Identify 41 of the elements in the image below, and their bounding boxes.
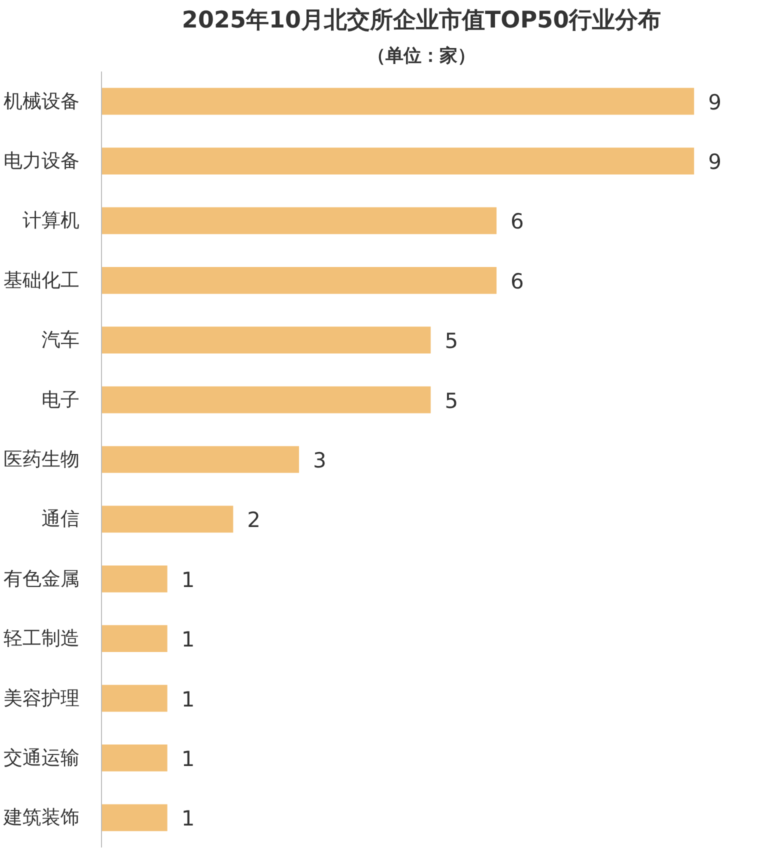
y-tick-label: 机械设备 [4,90,80,112]
y-tick-label: 汽车 [42,329,80,352]
bar [102,684,168,712]
data-label: 6 [510,269,524,294]
data-label: 1 [181,628,195,652]
y-tick-label: 电力设备 [4,150,80,172]
y-tick-label: 建筑装饰 [2,806,80,829]
chart-subtitle: （单位：家） [368,46,476,66]
data-label: 1 [181,687,195,712]
y-tick-label: 通信 [42,508,80,530]
bar [102,326,431,354]
bar [102,446,300,473]
chart-title: 2025年10月北交所企业市值TOP50行业分布 [182,6,662,34]
bar [102,625,168,652]
data-label: 5 [444,329,458,354]
data-label: 9 [708,90,722,114]
data-label: 5 [444,388,458,413]
y-tick-label: 计算机 [22,210,80,232]
data-label: 2 [247,508,261,532]
data-label: 3 [313,448,326,472]
bar [102,565,168,592]
y-tick-label: 基础化工 [4,269,80,292]
bar [102,266,497,294]
data-label: 9 [708,150,722,174]
data-label: 1 [181,806,195,831]
y-tick-label: 有色金属 [4,568,80,590]
data-label: 1 [181,568,195,592]
bar [102,88,694,115]
bar [102,744,168,772]
y-tick-label: 电子 [42,388,80,411]
bar [102,148,694,174]
data-label: 6 [510,210,524,234]
bar [102,804,168,832]
data-label: 1 [181,746,195,771]
bar [102,506,234,533]
y-tick-label: 交通运输 [4,746,80,769]
bar [102,386,431,414]
y-tick-label: 美容护理 [4,687,80,710]
y-tick-label: 轻工制造 [4,628,80,650]
bar [102,207,497,234]
y-tick-label: 医药生物 [4,448,80,470]
